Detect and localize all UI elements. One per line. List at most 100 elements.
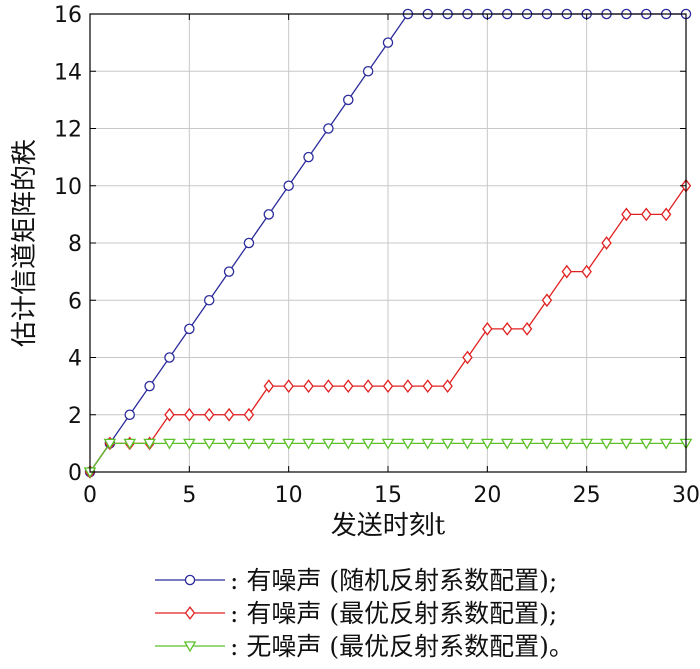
data-point	[263, 379, 275, 394]
data-point	[243, 407, 255, 422]
y-tick-label: 16	[54, 3, 82, 28]
data-point	[343, 379, 354, 394]
data-point	[323, 379, 334, 394]
x-tick-label: 10	[275, 483, 303, 508]
y-tick-label: 2	[68, 404, 82, 429]
data-point	[441, 438, 454, 450]
x-tick-label: 0	[83, 483, 97, 508]
data-point	[500, 438, 514, 450]
y-tick-label: 8	[68, 232, 82, 257]
legend-label: : 有噪声 (随机反射系数配置);	[230, 566, 557, 595]
y-tick-label: 0	[68, 461, 82, 486]
data-point	[501, 321, 513, 336]
data-point	[540, 438, 554, 450]
y-tick-label: 14	[54, 60, 82, 85]
data-point	[262, 438, 276, 450]
data-point	[620, 438, 633, 450]
data-point	[361, 438, 375, 450]
legend-marker	[184, 574, 196, 586]
y-tick-label: 4	[68, 347, 82, 372]
data-point	[143, 438, 156, 450]
data-point	[621, 207, 632, 222]
data-point	[203, 407, 215, 422]
data-point	[303, 379, 314, 394]
y-axis-label: 估计信道矩阵的秩	[10, 139, 40, 347]
data-point	[659, 438, 673, 450]
ticks: 0 5 10 15 20 25 30 0 2 4 6 8 10 12 14 16	[54, 3, 700, 508]
x-tick-label: 25	[573, 483, 601, 508]
legend-entry-2: : 有噪声 (最优反射系数配置);	[155, 599, 557, 628]
data-point	[183, 438, 196, 450]
data-point	[184, 323, 195, 335]
data-point	[641, 207, 652, 222]
legend-marker	[183, 641, 197, 653]
data-point	[124, 409, 135, 420]
data-point	[560, 438, 574, 450]
data-point	[401, 438, 415, 450]
x-tick-label: 20	[473, 483, 501, 508]
y-tick-label: 12	[54, 118, 82, 143]
data-point	[302, 438, 315, 450]
data-point	[461, 438, 474, 450]
data-point	[402, 379, 414, 394]
data-point	[283, 379, 294, 394]
x-axis-label: 发送时刻t	[331, 511, 446, 541]
data-point	[600, 438, 613, 450]
data-point	[203, 294, 215, 306]
data-point	[381, 438, 395, 450]
data-point	[341, 438, 355, 450]
data-point	[580, 438, 593, 450]
data-point	[481, 438, 494, 450]
data-point	[343, 94, 354, 106]
legend-label: : 有噪声 (最优反射系数配置);	[230, 599, 557, 628]
data-point	[639, 438, 653, 450]
data-point	[362, 379, 374, 394]
data-point	[520, 438, 534, 450]
data-point	[164, 352, 175, 363]
data-point	[243, 237, 255, 249]
data-point	[223, 266, 235, 277]
data-point	[601, 236, 612, 250]
data-point	[322, 438, 335, 450]
data-point	[202, 438, 216, 450]
legend-marker	[184, 606, 196, 620]
data-point	[222, 438, 236, 450]
data-point	[242, 438, 256, 450]
legend-entry-1: : 有噪声 (随机反射系数配置);	[155, 566, 557, 595]
grid	[90, 14, 686, 472]
y-tick-label: 6	[68, 289, 82, 314]
series-3	[83, 438, 693, 479]
data-point	[164, 407, 175, 422]
data-point	[282, 438, 295, 450]
data-point	[482, 321, 493, 336]
data-point	[581, 264, 592, 279]
data-point	[382, 379, 394, 394]
data-point	[362, 66, 374, 77]
data-point	[303, 151, 314, 163]
data-point	[422, 379, 433, 394]
data-point	[323, 123, 334, 134]
x-tick-label: 5	[182, 483, 196, 508]
data-point	[223, 407, 235, 422]
y-tick-label: 10	[54, 175, 82, 200]
legend-label: : 无噪声 (最优反射系数配置)。	[230, 632, 574, 661]
data-point	[283, 180, 294, 191]
data-point	[382, 37, 394, 48]
x-tick-label: 30	[672, 483, 700, 508]
data-point	[421, 438, 435, 450]
data-point	[123, 438, 137, 450]
legend-entry-3: : 无噪声 (最优反射系数配置)。	[155, 632, 574, 661]
data-point	[521, 321, 533, 336]
data-point	[660, 207, 672, 222]
data-point	[103, 438, 117, 450]
x-tick-label: 15	[374, 483, 402, 508]
data-point	[263, 209, 275, 220]
data-point	[163, 438, 176, 450]
legend: : 有噪声 (随机反射系数配置); : 有噪声 (最优反射系数配置); : 无噪声 …	[155, 566, 574, 661]
series-2	[84, 178, 692, 479]
data-point	[462, 350, 473, 365]
data-point	[442, 379, 453, 394]
data-point	[561, 264, 573, 279]
data-point	[184, 407, 195, 422]
